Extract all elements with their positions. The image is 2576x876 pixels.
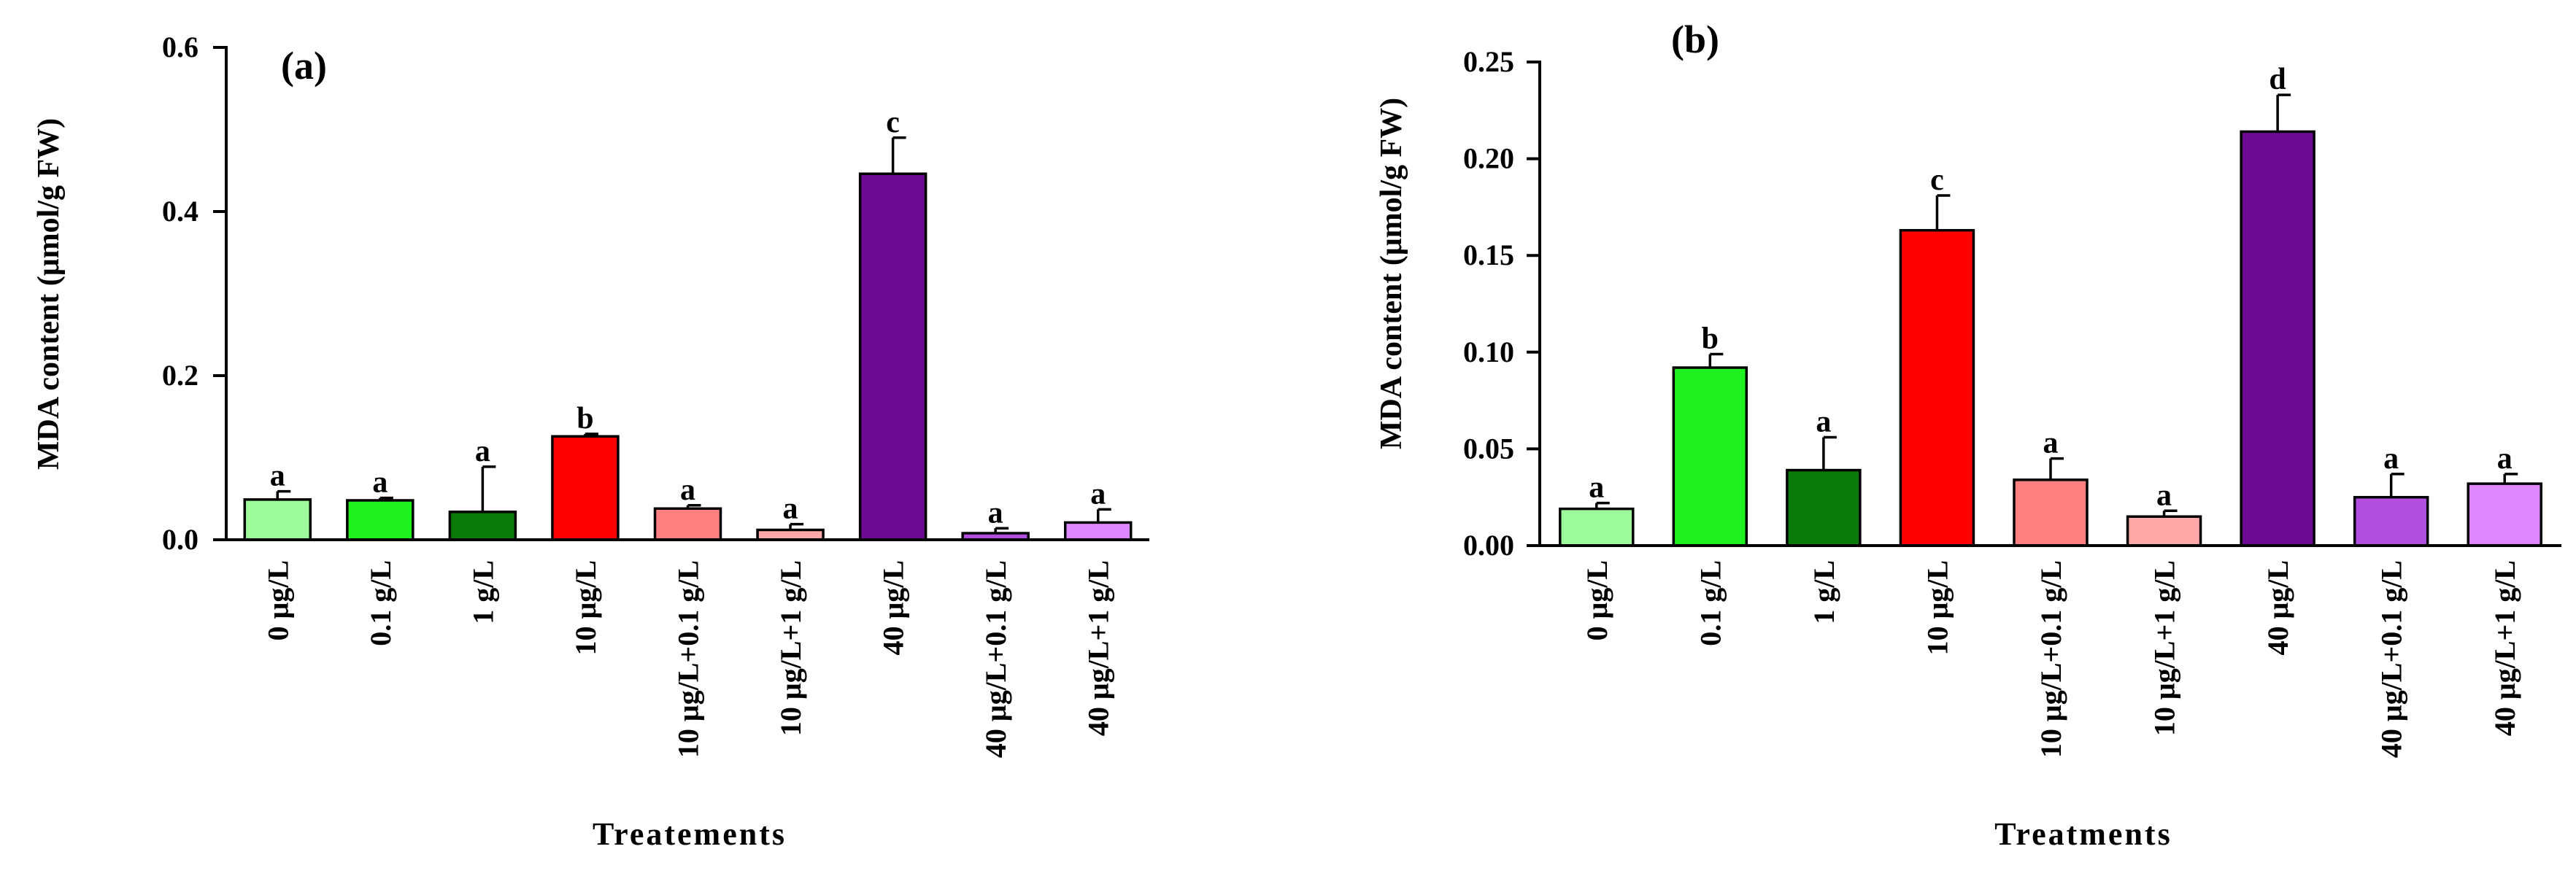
panel-a-bar: [1063, 521, 1133, 541]
panel-b-x-category-label: 10 μg/L+1 g/L: [2148, 560, 2181, 736]
panel-a-error-bar: [379, 496, 393, 500]
panel-a-bar: [448, 511, 517, 541]
panel-b-bar: [2240, 130, 2315, 547]
panel-b-error-bar: [1935, 194, 1951, 230]
panel-a-y-tick-label: 0.6: [162, 31, 198, 63]
panel-b-significance-letter: c: [1930, 163, 1944, 197]
panel-b-error-bar: [2049, 457, 2064, 480]
panel-b-x-category-label: 10 μg/L+0.1 g/L: [2035, 560, 2067, 758]
panel-a-x-category-label: 0.1 g/L: [364, 560, 397, 646]
panel-a-axes: [225, 46, 1149, 541]
panel-b-significance-letter: a: [2156, 478, 2172, 512]
panel-b-significance-letter: a: [2497, 442, 2513, 476]
panel-b-label: (b): [1671, 18, 1719, 61]
panel-a-x-category-label: 1 g/L: [466, 560, 499, 624]
panel-b-error-bar: [1822, 435, 1837, 470]
panel-a-x-category-label: 40 μg/L+0.1 g/L: [979, 560, 1012, 758]
panel-b-significance-letter: a: [1816, 405, 1831, 438]
panel-a-x-category-label: 40 μg/L: [877, 560, 910, 655]
panel-a-bar: [858, 172, 928, 541]
panel-b-error-bar: [1595, 501, 1610, 509]
panel-a-x-category-label: 40 μg/L+1 g/L: [1082, 560, 1115, 736]
panel-b-significance-letter: b: [1702, 322, 1719, 355]
panel-b-significance-letter: a: [2383, 442, 2399, 476]
panel-a-significance-letter: a: [372, 466, 387, 500]
panel-b-y-axis-title: MDA content (μmol/g FW): [1375, 98, 1408, 449]
panel-b-x-category-label: 1 g/L: [1808, 560, 1840, 624]
panel-b-x-category-label: 10 μg/L: [1921, 560, 1954, 655]
panel-a-significance-letter: a: [475, 435, 490, 468]
panel-a-error-bar: [686, 504, 701, 509]
panel-a-bar: [551, 435, 620, 541]
panel-a-bar: [756, 528, 825, 541]
panel-a-error-bar: [481, 465, 496, 512]
panel-a-x-category-label: 10 μg/L+1 g/L: [774, 560, 807, 736]
panel-b-error-bar: [2162, 509, 2178, 517]
panel-b-y-tick-label: 0.25: [1463, 45, 1514, 78]
panel-a-error-bar: [584, 433, 598, 437]
panel-b-error-bar: [2276, 93, 2291, 132]
panel-b-bar: [2467, 482, 2542, 547]
panel-a-error-bar: [1096, 508, 1111, 523]
panel-a-y-tick-label: 0.4: [162, 195, 198, 228]
panel-b-y-tick-label: 0.00: [1463, 529, 1514, 562]
panel-a-bar: [243, 498, 312, 541]
panel-b-x-category-label: 40 μg/L: [2261, 560, 2294, 655]
panel-b-bar: [1786, 468, 1862, 547]
panel-a-x-axis-title: Treatements: [593, 816, 787, 852]
chart-panel-a: (a) MDA content (μmol/g FW) Treatements …: [32, 31, 1149, 852]
panel-a-significance-letter: b: [576, 402, 593, 435]
panel-a-significance-letter: a: [988, 496, 1003, 530]
panel-b-significance-letter: a: [1589, 471, 1604, 505]
panel-a-x-category-label: 0 μg/L: [261, 560, 294, 640]
panel-b-x-category-label: 40 μg/L+0.1 g/L: [2375, 560, 2408, 758]
panel-b-significance-letter: d: [2269, 63, 2286, 96]
panel-b-axes: [1538, 61, 2561, 547]
panel-b-y-tick-label: 0.10: [1463, 336, 1514, 368]
panel-b-y-tick-label: 0.15: [1463, 239, 1514, 271]
panel-a-significance-letter: a: [783, 492, 798, 526]
panel-b-significance-letter: a: [2043, 427, 2059, 460]
panel-a-bar: [653, 507, 722, 541]
panel-b-error-bar: [2503, 473, 2518, 484]
panel-b-bar: [2013, 478, 2089, 547]
panel-a-x-category-label: 10 μg/L: [569, 560, 602, 655]
panel-b-error-bar: [2389, 473, 2405, 497]
panel-a-bar: [346, 499, 414, 541]
panel-a-significance-letter: c: [886, 106, 900, 139]
panel-b-bar: [1899, 228, 1975, 547]
panel-b-x-axis-title: Treatments: [1994, 816, 2172, 852]
panel-a-y-tick-label: 0.2: [162, 359, 198, 392]
panel-a-label: (a): [281, 44, 327, 88]
panel-a-significance-letter: a: [1090, 477, 1106, 511]
panel-a-y-tick-label: 0.0: [162, 523, 198, 556]
panel-a-significance-letter: a: [680, 473, 695, 507]
panel-b-bar: [1559, 507, 1635, 547]
panel-a-error-bar: [891, 136, 906, 174]
panel-b-bar: [2126, 515, 2202, 547]
chart-panel-b: (b) MDA content (μmol/g FW) Treatments a…: [1375, 18, 2561, 852]
panel-a-y-axis-title: MDA content (μmol/g FW): [32, 118, 66, 470]
panel-b-bar: [2353, 495, 2429, 547]
panel-b-x-category-label: 40 μg/L+1 g/L: [2488, 560, 2521, 736]
panel-a-x-category-label: 10 μg/L+0.1 g/L: [672, 560, 705, 758]
panel-b-error-bar: [1708, 352, 1724, 368]
panel-b-y-tick-label: 0.05: [1463, 432, 1514, 465]
panel-a-error-bar: [276, 489, 291, 500]
panel-a-significance-letter: a: [270, 460, 285, 493]
panel-b-x-category-label: 0 μg/L: [1581, 560, 1613, 640]
panel-a-error-bar: [994, 527, 1009, 533]
panel-b-x-category-label: 0.1 g/L: [1694, 560, 1727, 646]
panel-b-bar: [1672, 366, 1748, 547]
panel-b-y-tick-label: 0.20: [1463, 142, 1514, 175]
panel-a-error-bar: [789, 522, 804, 530]
